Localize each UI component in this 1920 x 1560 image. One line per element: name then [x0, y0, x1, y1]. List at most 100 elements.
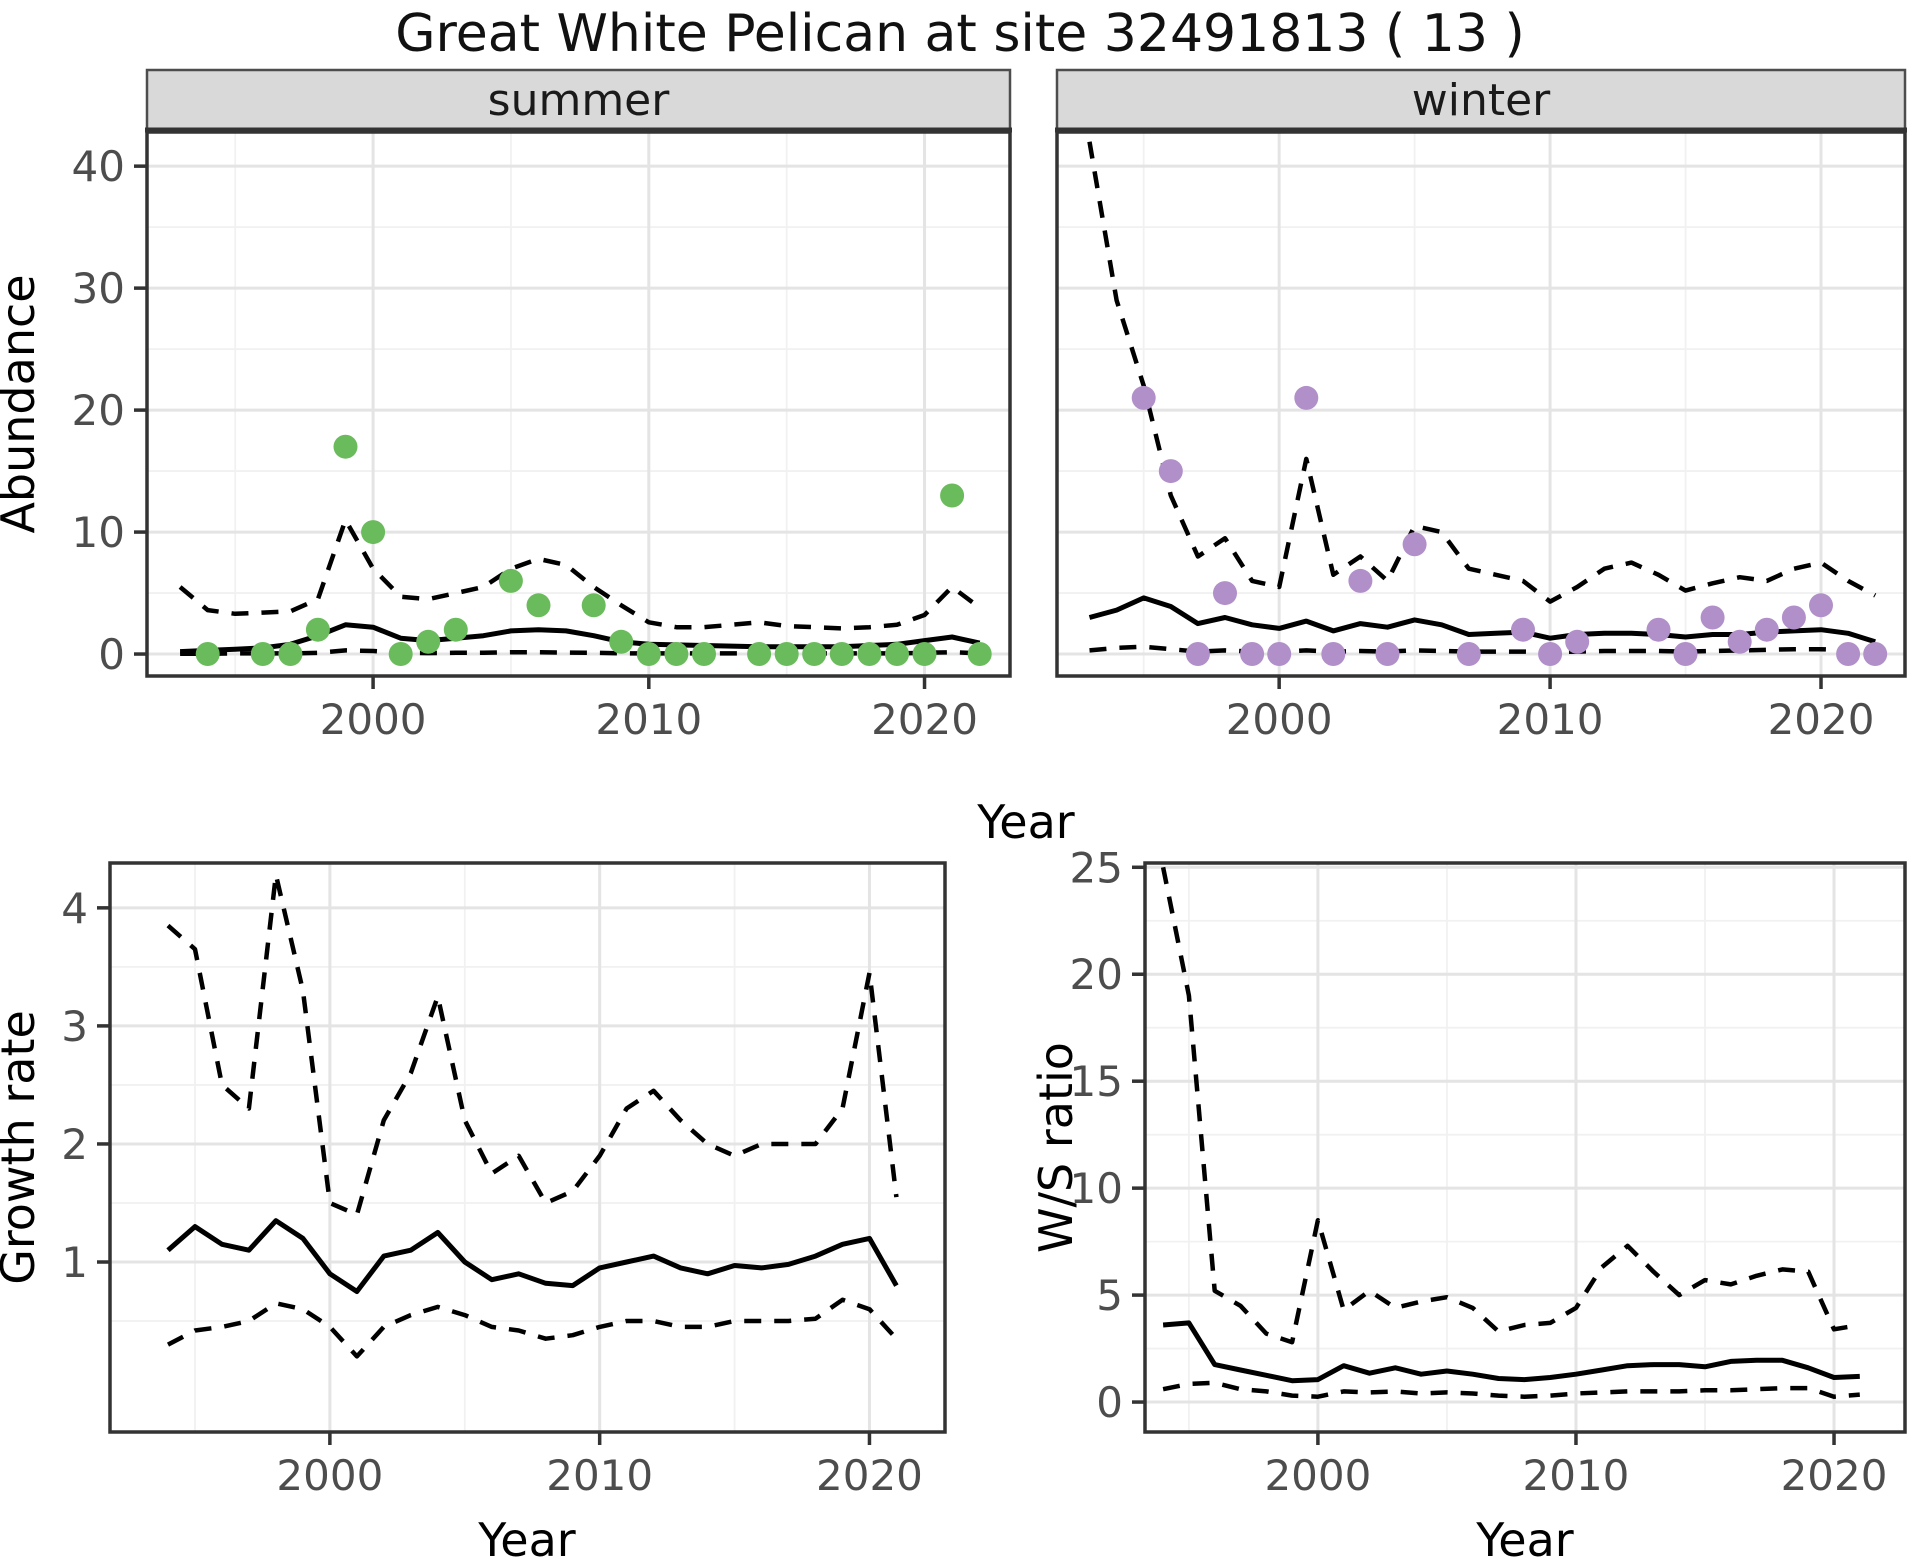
- panel-border: [108, 861, 947, 1434]
- data-point: [636, 642, 661, 666]
- x-tick-label: 2010: [1497, 695, 1604, 744]
- data-point: [1538, 642, 1563, 666]
- data-point: [967, 642, 992, 666]
- data-point: [1158, 459, 1183, 484]
- x-tick-label: 2000: [276, 1451, 383, 1500]
- y-tick-label: 10: [1070, 1164, 1123, 1213]
- data-point: [1700, 605, 1725, 630]
- data-point: [774, 642, 799, 666]
- data-point: [498, 568, 523, 593]
- data-point: [416, 629, 441, 654]
- x-axis-title: Year: [477, 1513, 575, 1560]
- data-point: [278, 642, 303, 666]
- facet-strip-label: winter: [1412, 75, 1551, 126]
- panel-background: [1145, 863, 1905, 1432]
- abundance-summer-points: [195, 434, 992, 666]
- x-tick-label: 2000: [1264, 1451, 1371, 1500]
- data-point: [443, 617, 468, 642]
- y-axis-title: W/S ratio: [1029, 1042, 1083, 1253]
- data-point: [1511, 617, 1535, 642]
- y-tick-label: 15: [1070, 1057, 1123, 1106]
- data-point: [1213, 581, 1237, 606]
- data-point: [305, 617, 330, 642]
- data-point: [940, 483, 965, 508]
- y-tick-label: 30: [72, 264, 125, 313]
- panel-background: [1057, 132, 1905, 676]
- data-point: [526, 593, 551, 618]
- abundance-winter-panel: 2000 2010 2020 winter: [1055, 68, 1907, 744]
- y-tick-label: 3: [61, 1002, 88, 1051]
- growth-rate-series: [166, 872, 899, 1359]
- data-point: [1727, 629, 1752, 654]
- y-tick-label: 4: [61, 884, 88, 933]
- data-point: [1375, 642, 1400, 666]
- upper-ci-line: [166, 872, 899, 1218]
- x-tick-label: 2010: [1523, 1451, 1630, 1500]
- data-point: [1646, 617, 1671, 642]
- data-point: [857, 642, 882, 666]
- ws-ratio-panel: 2000 2010 2020 0 5 10 15 20 25 W/S ratio Year: [1029, 843, 1907, 1560]
- data-point: [802, 642, 827, 666]
- x-tick-label: 2000: [1226, 695, 1333, 744]
- data-point: [1456, 642, 1481, 666]
- y-tick-label: 25: [1070, 843, 1123, 892]
- data-point: [1565, 629, 1590, 654]
- data-point: [1131, 385, 1156, 410]
- data-point: [1185, 642, 1210, 666]
- data-point: [1781, 605, 1806, 630]
- panel-border: [1143, 861, 1907, 1434]
- x-axis-title-shared: Year: [976, 795, 1074, 849]
- lower-ci-line: [1162, 1380, 1860, 1399]
- y-tick-label: 2: [61, 1120, 88, 1169]
- facet-strip-summer: [145, 68, 1012, 132]
- data-point: [361, 520, 386, 545]
- data-point: [1836, 642, 1861, 666]
- y-tick-label: 5: [1096, 1271, 1123, 1320]
- x-tick-label: 2020: [816, 1451, 923, 1500]
- data-point: [1673, 642, 1698, 666]
- data-point: [692, 642, 716, 666]
- data-point: [912, 642, 937, 666]
- upper-ci-line: [1087, 141, 1877, 604]
- data-point: [250, 642, 275, 666]
- y-tick-label: 0: [1096, 1378, 1123, 1427]
- data-point: [388, 642, 413, 666]
- data-point: [747, 642, 772, 666]
- lower-ci-line: [166, 1297, 899, 1359]
- data-point: [581, 593, 606, 618]
- data-point: [1863, 642, 1888, 666]
- y-tick-label: 10: [72, 508, 125, 557]
- x-axis-title: Year: [1475, 1513, 1573, 1560]
- data-point: [1809, 593, 1833, 618]
- plot-title: Great White Pelican at site 32491813 ( 1…: [395, 4, 1525, 64]
- y-tick-label: 40: [72, 142, 125, 191]
- upper-ci-line: [1160, 866, 1861, 1345]
- x-tick-label: 2020: [871, 695, 978, 744]
- data-point: [1321, 642, 1346, 666]
- panel-background: [110, 863, 945, 1432]
- data-point: [195, 642, 220, 666]
- x-tick-label: 2000: [320, 695, 427, 744]
- y-tick-label: 20: [1070, 950, 1123, 999]
- lower-ci-line: [1089, 644, 1876, 655]
- data-point: [1267, 642, 1292, 666]
- data-point: [333, 434, 358, 459]
- upper-ci-line: [178, 517, 982, 631]
- abundance-summer-panel: 2000 2010 2020 0 10 20 30 40 summer Abundance: [0, 68, 1012, 744]
- x-tick-label: 2010: [546, 1451, 653, 1500]
- facet-strip-label: summer: [488, 75, 671, 126]
- data-point: [885, 642, 909, 666]
- data-point: [1348, 568, 1373, 593]
- ws-ratio-series: [1160, 866, 1861, 1399]
- y-tick-label: 1: [61, 1238, 88, 1287]
- fit-line: [166, 1218, 899, 1294]
- data-point: [1754, 617, 1779, 642]
- data-point: [609, 629, 634, 654]
- data-point: [1240, 642, 1265, 666]
- data-point: [1402, 532, 1427, 557]
- data-point: [1294, 385, 1319, 410]
- fit-line: [1162, 1320, 1860, 1384]
- data-point: [829, 642, 854, 666]
